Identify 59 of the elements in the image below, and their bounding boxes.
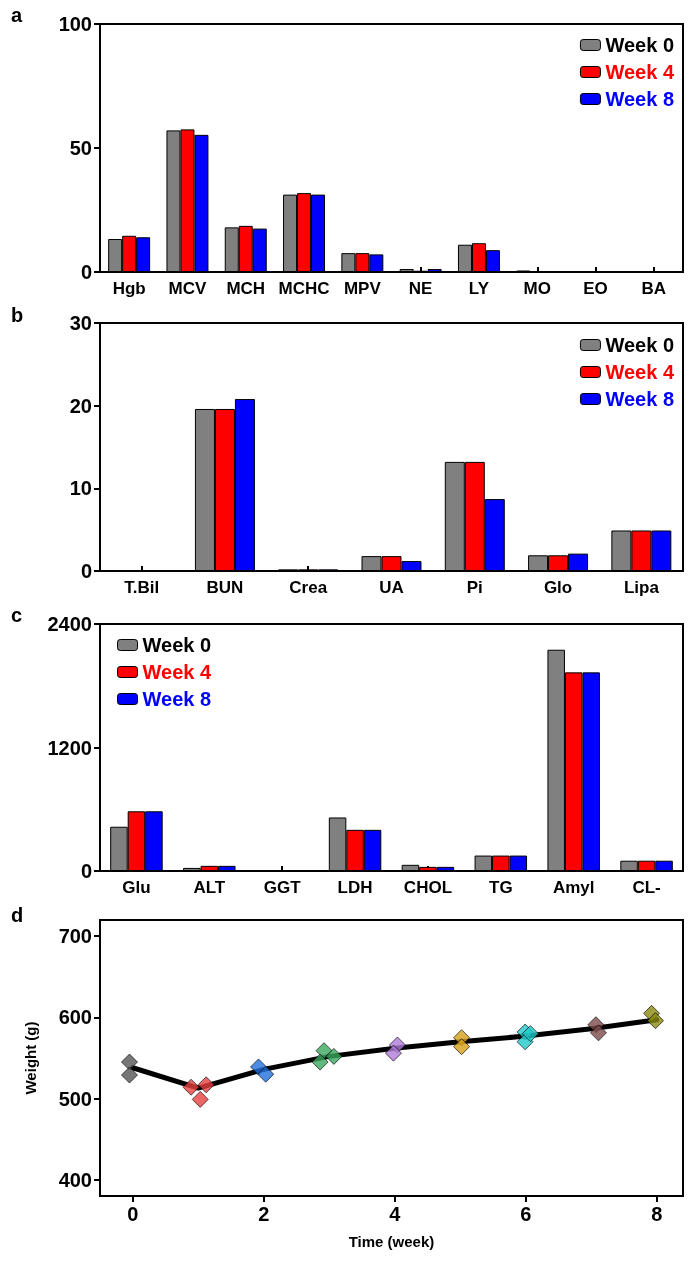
y-tick-label: 50 xyxy=(69,137,92,159)
y-tick-label: 30 xyxy=(69,312,92,334)
x-tick-label: 6 xyxy=(520,1203,532,1225)
y-tick-label: 0 xyxy=(80,560,92,582)
chart-title: b xyxy=(11,304,24,326)
x-tick-label: 2 xyxy=(258,1203,270,1225)
legend-label: Week 0 xyxy=(605,34,675,56)
x-tick-label: 4 xyxy=(389,1203,402,1225)
x-axis-title: Time (week) xyxy=(348,1233,435,1250)
x-tick-label: MCH xyxy=(226,279,266,298)
legend-label: Week 4 xyxy=(605,361,675,383)
x-tick-label: 8 xyxy=(651,1203,663,1225)
legend-label: Week 8 xyxy=(605,88,675,110)
y-tick-label: 500 xyxy=(58,1087,92,1110)
x-tick-label: CL- xyxy=(632,878,661,897)
x-tick-label: BA xyxy=(641,279,667,298)
y-tick-label: 700 xyxy=(58,925,92,948)
y-tick-label: 2400 xyxy=(47,613,92,635)
x-tick-label: LY xyxy=(468,279,490,298)
legend-label: Week 8 xyxy=(142,688,212,710)
x-tick-label: 0 xyxy=(127,1203,139,1225)
legend-label: Week 4 xyxy=(605,61,675,83)
x-tick-label: Lipa xyxy=(623,578,660,597)
y-tick-label: 20 xyxy=(69,394,92,417)
x-tick-label: ALT xyxy=(193,878,226,897)
chart-title: c xyxy=(11,604,23,626)
chart-title: a xyxy=(11,4,23,26)
x-tick-label: Hgb xyxy=(112,279,146,298)
y-tick-label: 0 xyxy=(80,261,92,283)
x-tick-label: GGT xyxy=(263,878,302,897)
y-tick-label: 0 xyxy=(80,860,92,882)
legend-label: Week 4 xyxy=(142,661,212,683)
x-tick-label: CHOL xyxy=(403,878,453,897)
x-tick-label: MPV xyxy=(343,279,382,298)
legend-label: Week 8 xyxy=(605,388,675,410)
x-tick-label: Amyl xyxy=(552,878,595,897)
x-tick-label: T.Bil xyxy=(124,578,160,597)
x-tick-label: TG xyxy=(489,878,513,897)
x-tick-label: MO xyxy=(523,279,551,298)
x-tick-label: BUN xyxy=(206,578,244,597)
y-tick-label: 600 xyxy=(58,1006,92,1029)
x-tick-label: NE xyxy=(408,279,433,298)
x-tick-label: Glo xyxy=(543,578,573,597)
y-tick-label: 400 xyxy=(58,1168,92,1191)
x-tick-label: Glu xyxy=(122,878,151,897)
x-tick-label: MCV xyxy=(168,279,207,298)
x-tick-label: LDH xyxy=(337,878,373,897)
x-tick-label: EO xyxy=(583,279,608,298)
y-axis-title: Weight (g) xyxy=(22,1021,39,1095)
legend-label: Week 0 xyxy=(142,634,212,656)
y-tick-label: 100 xyxy=(58,13,92,35)
y-tick-label: 10 xyxy=(69,477,92,500)
x-tick-label: Crea xyxy=(289,578,328,597)
x-tick-label: UA xyxy=(379,578,404,597)
x-tick-label: Pi xyxy=(466,578,483,597)
chart-title: d xyxy=(11,904,24,926)
legend-label: Week 0 xyxy=(605,334,675,356)
y-tick-label: 1200 xyxy=(47,736,92,759)
x-tick-label: MCHC xyxy=(278,279,330,298)
